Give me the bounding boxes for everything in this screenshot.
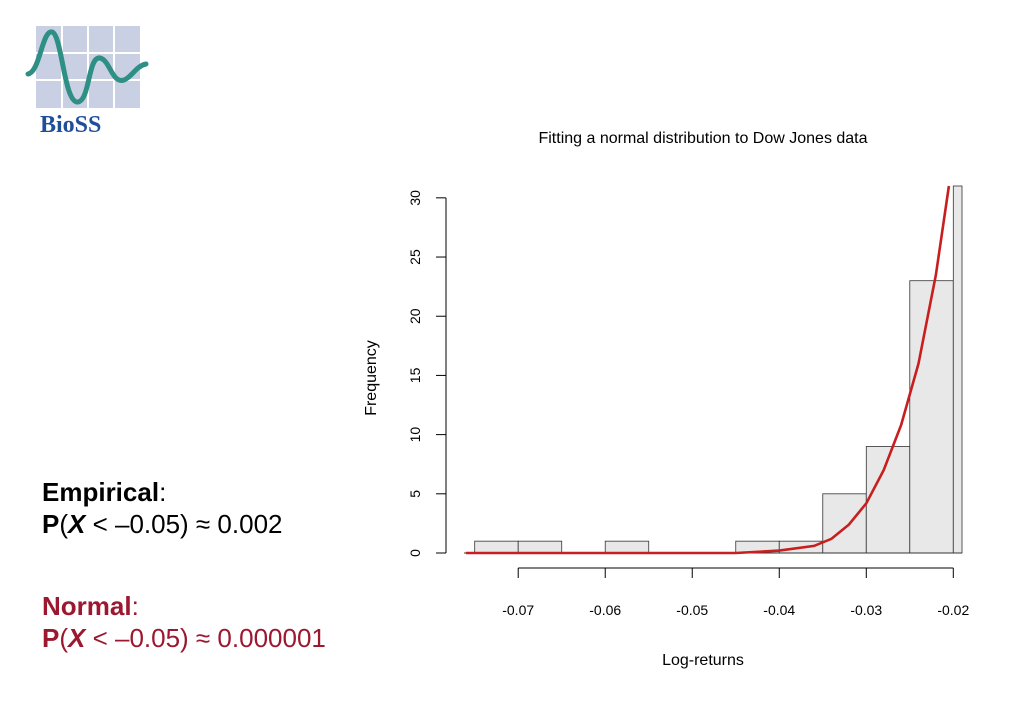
normal-heading: Normal [42, 591, 132, 621]
normal-variable: X [68, 623, 86, 653]
empirical-p: P [42, 509, 60, 539]
y-tick-label: 30 [407, 190, 423, 206]
x-tick-label: -0.02 [937, 602, 969, 618]
logo-text: BioSS [40, 112, 101, 138]
empirical-variable: X [68, 509, 86, 539]
normal-probability: P(X < –0.05) ≈ 0.000001 [42, 622, 326, 654]
y-tick-label: 0 [407, 549, 423, 557]
histogram-bar [517, 540, 563, 554]
y-axis-label: Frequency [363, 340, 380, 416]
histogram-bar [604, 540, 650, 554]
normal-p: P [42, 623, 60, 653]
y-tick-label: 25 [407, 249, 423, 265]
normal-heading-line: Normal: [42, 590, 326, 622]
normal-colon: : [131, 591, 139, 621]
y-tick-label: 20 [407, 308, 423, 324]
empirical-probability: P(X < –0.05) ≈ 0.002 [42, 508, 283, 540]
logo-wave [25, 29, 149, 105]
x-tick-label: -0.03 [850, 602, 882, 618]
x-axis: -0.07 -0.06 -0.05 -0.04 -0.03 -0.02 [502, 567, 969, 618]
x-tick-label: -0.07 [502, 602, 534, 618]
normal-fit-curve [466, 185, 951, 555]
normal-statement: Normal: P(X < –0.05) ≈ 0.000001 [42, 590, 326, 654]
chart-title: Fitting a normal distribution to Dow Jon… [538, 130, 867, 147]
empirical-heading: Empirical [42, 477, 160, 507]
empirical-expression: < –0.05) ≈ 0.002 [85, 509, 283, 539]
empirical-colon: : [159, 477, 167, 507]
x-axis-label: Log-returns [662, 652, 744, 669]
y-tick-label: 10 [407, 427, 423, 443]
histogram-bar [909, 280, 954, 554]
normal-expression: < –0.05) ≈ 0.000001 [85, 623, 326, 653]
histogram-bar [952, 185, 963, 554]
normal-open-paren: ( [59, 623, 69, 653]
y-tick-label: 5 [407, 490, 423, 498]
y-tick-label: 15 [407, 367, 423, 383]
y-axis: 0 5 10 15 20 25 30 [407, 190, 447, 557]
empirical-open-paren: ( [59, 509, 69, 539]
empirical-statement: Empirical: P(X < –0.05) ≈ 0.002 [42, 476, 283, 540]
x-tick-label: -0.05 [676, 602, 708, 618]
histogram-bars [474, 185, 963, 554]
bioss-logo: BioSS [25, 26, 149, 138]
empirical-heading-line: Empirical: [42, 476, 283, 508]
x-tick-label: -0.04 [763, 602, 795, 618]
histogram-bar [865, 446, 911, 554]
histogram-bar [474, 540, 519, 554]
x-tick-label: -0.06 [589, 602, 621, 618]
histogram-bar [822, 493, 867, 554]
